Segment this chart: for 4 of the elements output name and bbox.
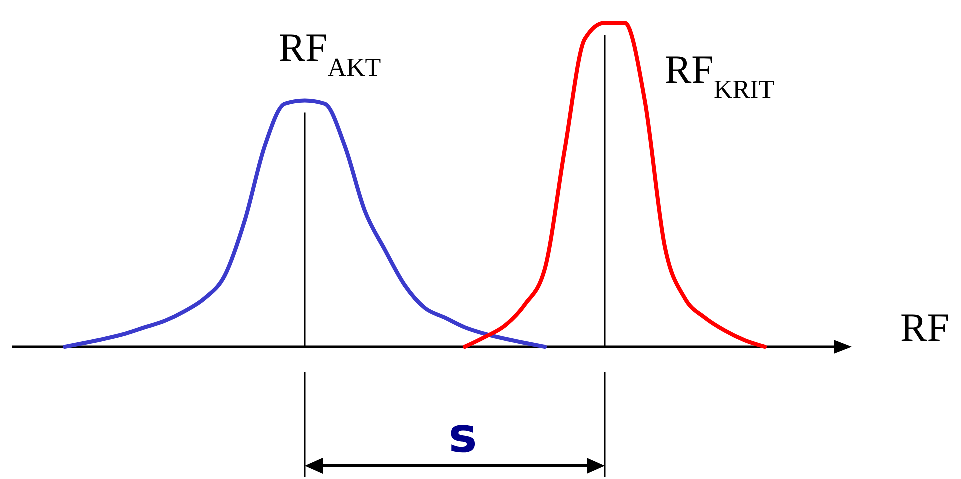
x-axis-title: RF — [900, 305, 950, 350]
text: s — [448, 408, 478, 464]
annotation: RF$_{AKT}$ — [278, 24, 382, 82]
annotation: RF$_{KRIT}$ — [665, 47, 775, 104]
